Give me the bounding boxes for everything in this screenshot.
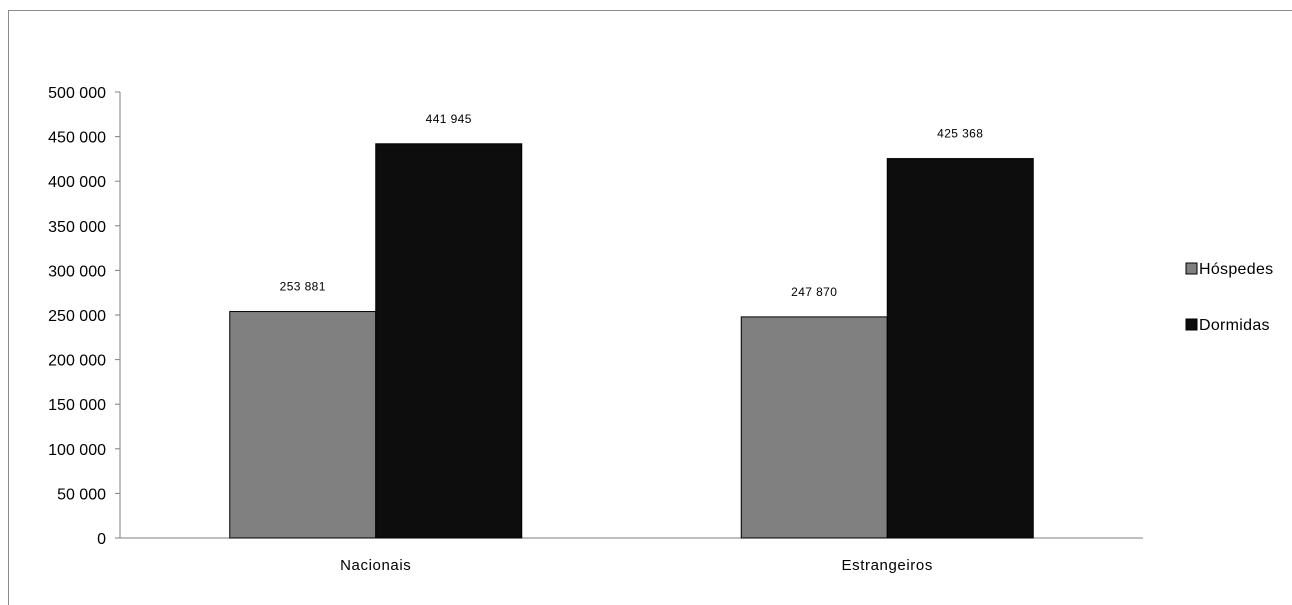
bar-dormidas [886,158,1034,539]
bar-hóspedes [229,311,377,539]
y-tick-label: 400 000 [48,174,106,191]
data-label: 425 368 [937,127,983,141]
legend-label: Hóspedes [1199,261,1273,278]
bar-hóspedes [740,316,888,539]
y-tick-label: 200 000 [48,353,106,370]
legend-label: Dormidas [1199,317,1270,334]
legend-swatch-hóspedes [1185,262,1198,275]
y-tick-label: 500 000 [48,85,106,102]
data-label: 441 945 [426,112,472,126]
y-tick-label: 50 000 [57,486,106,503]
y-tick-label: 0 [97,531,106,548]
data-label: 253 881 [280,280,326,294]
y-tick-label: 450 000 [48,130,106,147]
y-tick-label: 250 000 [48,308,106,325]
y-tick-label: 100 000 [48,442,106,459]
data-label: 247 870 [791,285,837,299]
y-tick-label: 150 000 [48,397,106,414]
bar-dormidas [375,143,523,539]
y-tick-label: 300 000 [48,263,106,280]
x-tick-label: Nacionais [340,557,411,574]
legend-swatch-dormidas [1185,318,1198,331]
x-tick-label: Estrangeiros [842,557,933,574]
chart-frame [8,10,1292,605]
y-tick-label: 350 000 [48,219,106,236]
